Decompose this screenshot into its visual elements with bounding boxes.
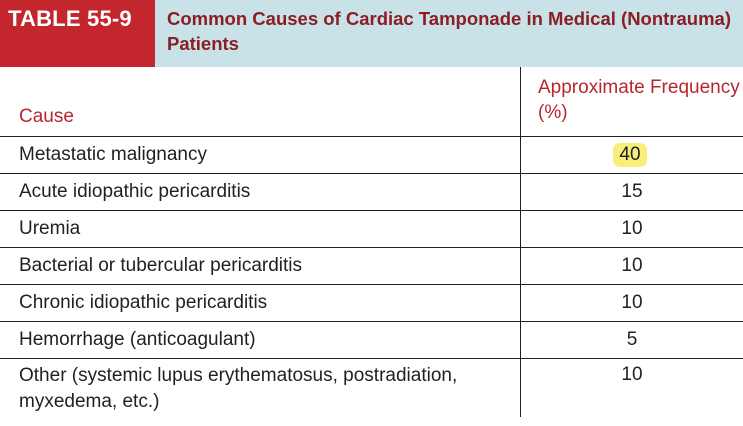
frequency-cell: 15: [621, 181, 643, 202]
table-row: Bacterial or tubercular pericarditis 10: [0, 248, 743, 285]
frequency-cell: 10: [621, 255, 643, 276]
table-number-label: TABLE 55-9: [0, 0, 155, 67]
cause-cell: Hemorrhage (anticoagulant): [0, 322, 521, 358]
table-row: Acute idiopathic pericarditis 15: [0, 174, 743, 211]
table-title: Common Causes of Cardiac Tamponade in Me…: [167, 8, 731, 54]
table-row: Metastatic malignancy 40: [0, 137, 743, 174]
table-header-row: Cause Approximate Frequency (%): [0, 67, 743, 137]
cause-cell: Bacterial or tubercular pericarditis: [0, 248, 521, 284]
frequency-cell: 10: [621, 292, 643, 313]
table-row: Uremia 10: [0, 211, 743, 248]
table-row: Other (systemic lupus erythematosus, pos…: [0, 359, 743, 417]
cause-cell: Other (systemic lupus erythematosus, pos…: [0, 359, 521, 417]
cause-cell: Uremia: [0, 211, 521, 247]
table-title-bar: TABLE 55-9 Common Causes of Cardiac Tamp…: [0, 0, 743, 67]
header-cause: Cause: [0, 67, 521, 136]
header-frequency: Approximate Frequency (%): [538, 77, 740, 123]
cause-cell: Metastatic malignancy: [0, 137, 521, 173]
table-grid: Cause Approximate Frequency (%) Metastat…: [0, 67, 743, 417]
frequency-cell: 5: [626, 329, 638, 350]
table-row: Hemorrhage (anticoagulant) 5: [0, 322, 743, 359]
frequency-cell: 40: [521, 137, 743, 173]
cause-cell: Chronic idiopathic pericarditis: [0, 285, 521, 321]
frequency-cell: 10: [621, 218, 643, 239]
table-row: Chronic idiopathic pericarditis 10: [0, 285, 743, 322]
highlighted-frequency: 40: [613, 143, 647, 167]
frequency-cell: 10: [621, 364, 643, 385]
cause-cell: Acute idiopathic pericarditis: [0, 174, 521, 210]
